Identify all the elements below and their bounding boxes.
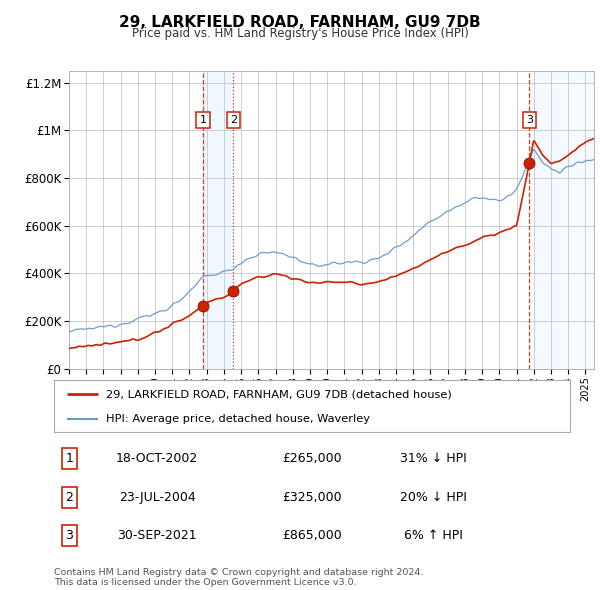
Text: 23-JUL-2004: 23-JUL-2004 [119,490,196,504]
Text: £325,000: £325,000 [282,490,342,504]
Text: 2: 2 [65,490,73,504]
Text: 30-SEP-2021: 30-SEP-2021 [118,529,197,542]
Text: 2: 2 [230,115,237,125]
Text: 31% ↓ HPI: 31% ↓ HPI [400,452,467,465]
Text: 29, LARKFIELD ROAD, FARNHAM, GU9 7DB (detached house): 29, LARKFIELD ROAD, FARNHAM, GU9 7DB (de… [106,389,451,399]
Text: 1: 1 [65,452,73,465]
Text: 6% ↑ HPI: 6% ↑ HPI [404,529,463,542]
Bar [203,71,233,369]
Text: 1: 1 [200,115,206,125]
Text: £265,000: £265,000 [282,452,342,465]
Text: 3: 3 [65,529,73,542]
Text: Contains HM Land Registry data © Crown copyright and database right 2024.
This d: Contains HM Land Registry data © Crown c… [54,568,424,587]
Text: HPI: Average price, detached house, Waverley: HPI: Average price, detached house, Wave… [106,414,370,424]
Text: 29, LARKFIELD ROAD, FARNHAM, GU9 7DB: 29, LARKFIELD ROAD, FARNHAM, GU9 7DB [119,15,481,30]
Text: 3: 3 [526,115,533,125]
Text: £865,000: £865,000 [282,529,342,542]
Text: 20% ↓ HPI: 20% ↓ HPI [400,490,467,504]
Text: Price paid vs. HM Land Registry's House Price Index (HPI): Price paid vs. HM Land Registry's House … [131,27,469,40]
Text: 18-OCT-2002: 18-OCT-2002 [116,452,199,465]
Bar [534,71,600,369]
